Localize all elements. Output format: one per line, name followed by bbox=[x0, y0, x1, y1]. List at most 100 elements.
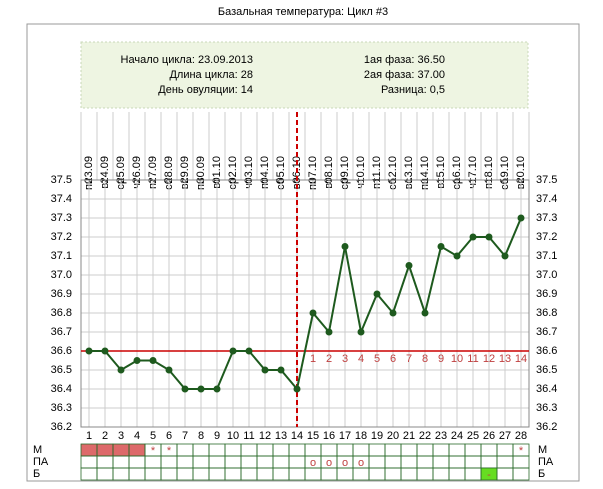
phase-day-label: 4 bbox=[358, 353, 364, 365]
temperature-point bbox=[389, 309, 397, 317]
row-cell bbox=[304, 443, 322, 457]
row-cell bbox=[176, 443, 194, 457]
row-cell bbox=[304, 467, 322, 481]
temperature-point bbox=[373, 290, 381, 298]
temperature-point bbox=[453, 252, 461, 260]
phase-day-label: 5 bbox=[374, 353, 380, 365]
y-tick-label: 37.0 bbox=[51, 269, 72, 281]
temperature-point bbox=[165, 366, 173, 374]
row-cell bbox=[128, 467, 146, 481]
row-cell bbox=[112, 467, 130, 481]
y-tick-label-right: 36.4 bbox=[536, 383, 557, 395]
date-label: 24.09 bbox=[99, 156, 111, 184]
date-label: 17.10 bbox=[467, 156, 479, 184]
x-tick-label: 27 bbox=[499, 430, 511, 442]
y-tick-label: 36.2 bbox=[51, 421, 72, 433]
row-label-right: Б bbox=[538, 468, 545, 480]
row-cell bbox=[384, 467, 402, 481]
row-cell bbox=[208, 455, 226, 469]
row-cell bbox=[448, 467, 466, 481]
temperature-point bbox=[85, 347, 93, 355]
row-symbol: * bbox=[167, 445, 172, 457]
y-tick-label: 36.7 bbox=[51, 326, 72, 338]
row-cell bbox=[288, 455, 306, 469]
y-tick-label: 36.4 bbox=[51, 383, 72, 395]
row-cell bbox=[416, 455, 434, 469]
x-tick-label: 23 bbox=[435, 430, 447, 442]
y-tick-label-right: 37.1 bbox=[536, 250, 557, 262]
date-label: 29.09 bbox=[179, 156, 191, 184]
row-cell bbox=[496, 443, 514, 457]
row-cell bbox=[336, 443, 354, 457]
temperature-point bbox=[229, 347, 237, 355]
x-tick-label: 2 bbox=[102, 430, 108, 442]
chart-title: Базальная температура: Цикл #3 bbox=[218, 6, 388, 18]
row-cell bbox=[512, 455, 530, 469]
x-tick-label: 5 bbox=[150, 430, 156, 442]
temperature-point bbox=[405, 262, 413, 269]
row-cell bbox=[112, 455, 130, 469]
row-cell bbox=[320, 467, 338, 481]
x-tick-label: 17 bbox=[339, 430, 351, 442]
row-cell bbox=[256, 455, 274, 469]
x-tick-label: 16 bbox=[323, 430, 335, 442]
date-label: 25.09 bbox=[115, 156, 127, 184]
temperature-point bbox=[197, 385, 205, 393]
temperature-point bbox=[117, 366, 125, 374]
row-cell bbox=[144, 455, 162, 469]
row-cell bbox=[464, 455, 482, 469]
date-label: 11.10 bbox=[371, 156, 383, 183]
date-label: 13.10 bbox=[403, 156, 415, 184]
y-tick-label-right: 36.7 bbox=[536, 326, 557, 338]
info-text: День овуляции: 14 bbox=[158, 84, 253, 96]
row-cell bbox=[240, 443, 258, 457]
y-tick-label: 37.5 bbox=[51, 174, 72, 186]
row-cell bbox=[240, 467, 258, 481]
x-tick-label: 7 bbox=[182, 430, 188, 442]
phase-day-label: 11 bbox=[467, 353, 478, 365]
x-tick-label: 6 bbox=[166, 430, 172, 442]
temperature-point bbox=[245, 347, 253, 355]
row-cell bbox=[352, 443, 370, 457]
y-tick-label: 37.3 bbox=[51, 212, 72, 224]
y-tick-label: 37.1 bbox=[51, 250, 72, 262]
temperature-point bbox=[485, 233, 493, 241]
row-cell bbox=[80, 455, 98, 469]
date-label: 30.09 bbox=[195, 156, 207, 184]
temperature-point bbox=[469, 233, 477, 241]
phase-day-label: 12 bbox=[483, 353, 495, 365]
date-label: 01.10 bbox=[211, 156, 223, 184]
row-cell bbox=[176, 467, 194, 481]
row-cell bbox=[512, 467, 530, 481]
row-cell bbox=[224, 443, 242, 457]
x-tick-label: 20 bbox=[387, 430, 399, 442]
info-text: Длина цикла: 28 bbox=[169, 69, 253, 81]
phase-day-label: 1 bbox=[310, 353, 316, 365]
temperature-point bbox=[101, 347, 109, 355]
info-text: 1ая фаза: 36.50 bbox=[364, 54, 445, 66]
y-tick-label-right: 36.9 bbox=[536, 288, 557, 300]
row-cell bbox=[368, 455, 386, 469]
temperature-point bbox=[149, 357, 157, 364]
row-cell bbox=[256, 467, 274, 481]
y-tick-label-right: 36.6 bbox=[536, 345, 557, 357]
y-tick-label: 36.8 bbox=[51, 307, 72, 319]
row-label-right: М bbox=[538, 444, 547, 456]
row-cell bbox=[272, 467, 290, 481]
row-cell bbox=[448, 443, 466, 457]
temperature-point bbox=[181, 385, 189, 393]
date-label: 10.10 bbox=[355, 156, 367, 184]
row-cell bbox=[240, 455, 258, 469]
row-cell bbox=[224, 455, 242, 469]
row-cell bbox=[336, 467, 354, 481]
row-symbol: o bbox=[342, 457, 348, 469]
info-box bbox=[80, 41, 529, 109]
x-tick-label: 11 bbox=[243, 430, 254, 442]
y-tick-label-right: 36.2 bbox=[536, 421, 557, 433]
temperature-point bbox=[133, 357, 141, 364]
date-label: 28.09 bbox=[163, 156, 175, 184]
row-cell bbox=[224, 467, 242, 481]
row-cell bbox=[432, 467, 450, 481]
y-tick-label: 36.5 bbox=[51, 364, 72, 376]
row-cell bbox=[368, 467, 386, 481]
